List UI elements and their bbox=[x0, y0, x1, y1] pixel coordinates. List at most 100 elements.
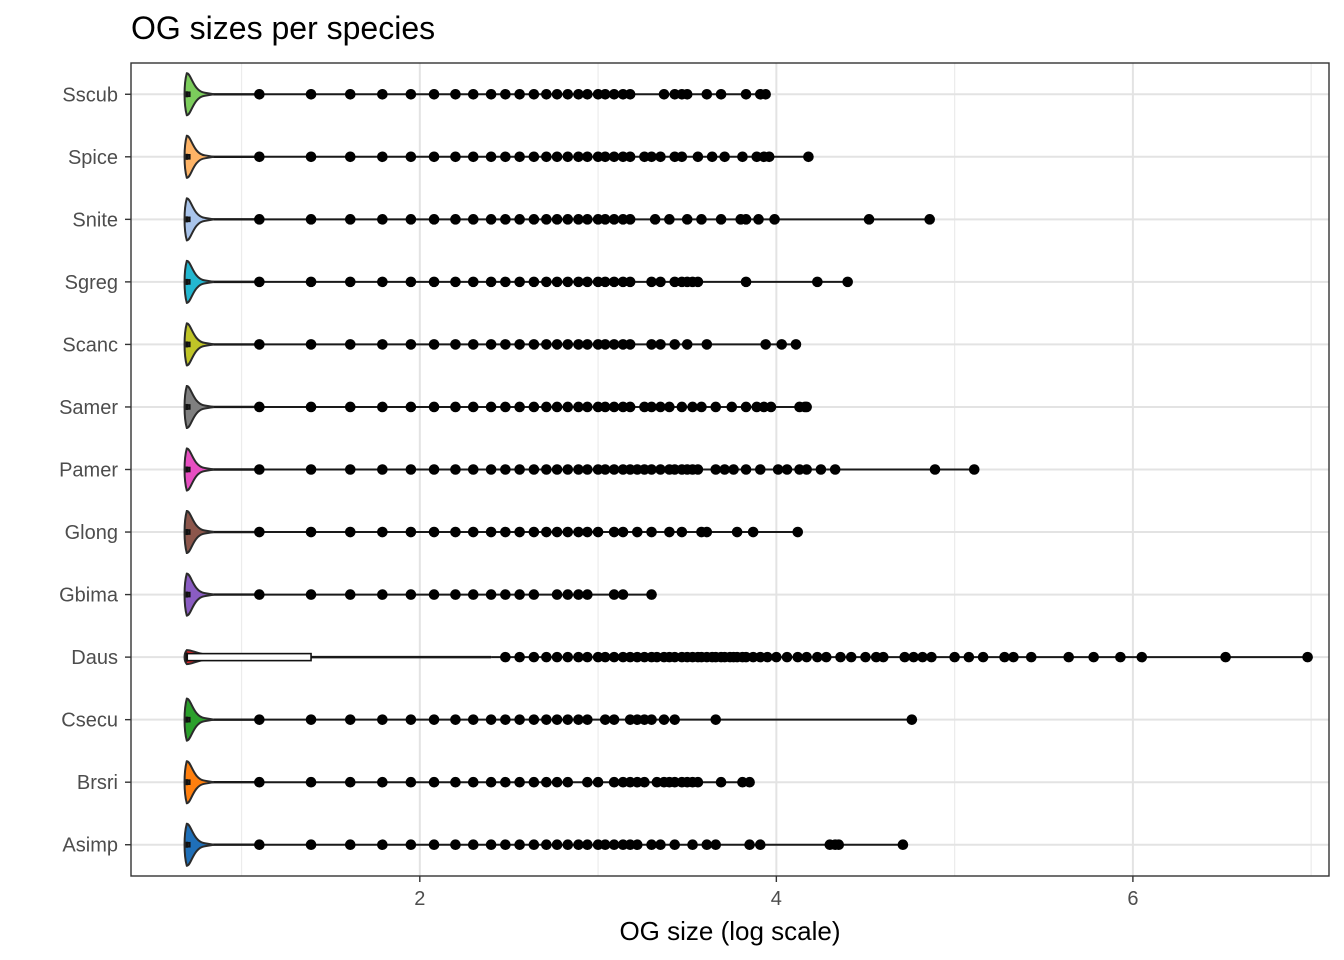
outlier-point bbox=[573, 526, 584, 538]
outlier-point bbox=[562, 401, 574, 413]
outlier-point bbox=[500, 88, 511, 100]
outlier-point bbox=[551, 276, 563, 288]
outlier-point bbox=[899, 651, 911, 663]
outlier-point bbox=[655, 151, 666, 163]
outlier-point bbox=[573, 464, 584, 475]
outlier-point bbox=[710, 714, 722, 725]
outlier-point bbox=[305, 214, 317, 225]
outlier-point bbox=[681, 339, 693, 350]
outlier-point bbox=[305, 88, 317, 100]
outlier-point bbox=[405, 839, 417, 851]
outlier-point bbox=[377, 714, 388, 725]
outlier-point bbox=[377, 776, 388, 788]
outlier-point bbox=[254, 151, 265, 163]
outlier-point bbox=[500, 464, 511, 475]
outlier-point bbox=[450, 714, 461, 725]
outlier-point bbox=[528, 151, 540, 163]
outlier-point bbox=[254, 839, 265, 851]
outlier-point bbox=[428, 214, 440, 225]
outlier-point bbox=[305, 401, 317, 413]
outlier-point bbox=[344, 151, 356, 163]
outlier-point bbox=[624, 339, 636, 350]
violin-shape bbox=[183, 134, 214, 179]
outlier-point bbox=[790, 339, 802, 350]
outlier-point bbox=[1220, 651, 1231, 663]
outlier-point bbox=[405, 214, 417, 225]
outlier-point bbox=[405, 526, 417, 538]
outlier-point bbox=[608, 151, 620, 163]
outlier-point bbox=[500, 839, 511, 851]
outlier-point bbox=[760, 88, 771, 100]
outlier-point bbox=[664, 214, 675, 225]
outlier-point bbox=[528, 214, 540, 225]
outlier-point bbox=[467, 589, 479, 600]
outlier-point bbox=[573, 88, 584, 100]
outlier-point bbox=[624, 401, 636, 413]
outlier-point bbox=[676, 151, 688, 163]
outlier-point bbox=[769, 214, 780, 225]
outlier-point bbox=[428, 526, 440, 538]
outlier-point bbox=[573, 714, 584, 725]
outlier-point bbox=[582, 464, 593, 475]
outlier-point bbox=[514, 214, 525, 225]
outlier-point bbox=[1136, 651, 1148, 663]
outlier-point bbox=[737, 151, 748, 163]
outlier-point bbox=[701, 526, 713, 538]
outlier-point bbox=[599, 214, 611, 225]
outlier-point bbox=[428, 589, 440, 600]
outlier-point bbox=[377, 401, 388, 413]
outlier-point bbox=[377, 526, 388, 538]
outlier-point bbox=[655, 401, 666, 413]
outlier-point bbox=[467, 776, 479, 788]
outlier-point bbox=[608, 651, 620, 663]
outlier-point bbox=[803, 151, 814, 163]
species-group-sgreg bbox=[183, 259, 853, 304]
outlier-point bbox=[624, 151, 636, 163]
outlier-point bbox=[305, 151, 317, 163]
outlier-point bbox=[514, 401, 525, 413]
outlier-point bbox=[500, 214, 511, 225]
outlier-point bbox=[254, 714, 265, 725]
outlier-point bbox=[551, 714, 563, 725]
outlier-point bbox=[744, 776, 755, 788]
mark-layer bbox=[183, 72, 1313, 867]
outlier-point bbox=[692, 276, 704, 288]
outlier-point bbox=[377, 88, 388, 100]
outlier-point bbox=[599, 88, 611, 100]
violin-shape bbox=[183, 760, 214, 805]
violin-shape bbox=[183, 510, 214, 555]
outlier-point bbox=[753, 214, 764, 225]
outlier-point bbox=[1088, 651, 1099, 663]
species-group-glong bbox=[183, 510, 804, 555]
outlier-point bbox=[924, 214, 935, 225]
outlier-point bbox=[1008, 651, 1019, 663]
outlier-point bbox=[450, 776, 461, 788]
outlier-point bbox=[820, 651, 832, 663]
violin-shape bbox=[183, 259, 214, 304]
outlier-point bbox=[500, 401, 511, 413]
outlier-point bbox=[863, 214, 875, 225]
outlier-point bbox=[842, 276, 853, 288]
outlier-point bbox=[731, 526, 743, 538]
species-group-gbima bbox=[183, 572, 657, 617]
species-group-brsri bbox=[183, 760, 755, 805]
outlier-point bbox=[541, 526, 552, 538]
outlier-point bbox=[646, 464, 657, 475]
species-group-asimp bbox=[183, 822, 909, 867]
outlier-point bbox=[541, 776, 552, 788]
outlier-point bbox=[573, 839, 584, 851]
y-tick-label-scanc: Scanc bbox=[62, 334, 118, 356]
outlier-point bbox=[835, 651, 846, 663]
outlier-point bbox=[562, 714, 574, 725]
outlier-point bbox=[1025, 651, 1037, 663]
outlier-point bbox=[405, 151, 417, 163]
outlier-point bbox=[646, 839, 657, 851]
outlier-point bbox=[669, 714, 681, 725]
outlier-point bbox=[551, 339, 563, 350]
outlier-point bbox=[592, 776, 604, 788]
outlier-point bbox=[485, 151, 497, 163]
outlier-point bbox=[765, 401, 777, 413]
outlier-point bbox=[450, 589, 461, 600]
outlier-point bbox=[573, 401, 584, 413]
outlier-point bbox=[908, 651, 919, 663]
